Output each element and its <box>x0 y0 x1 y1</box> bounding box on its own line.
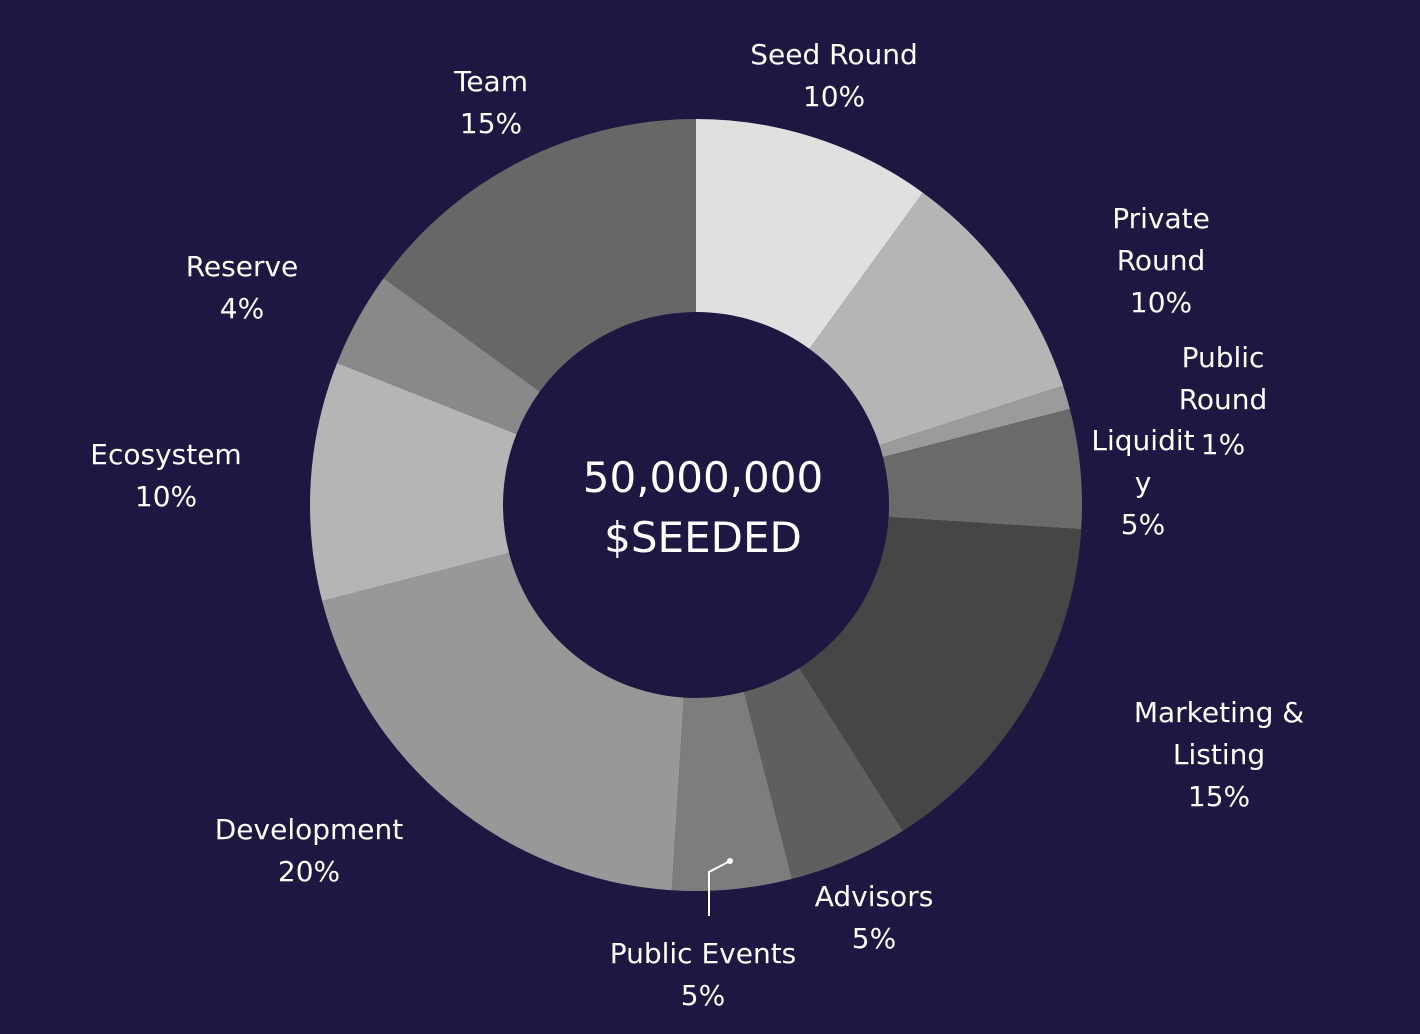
center-token: $SEEDED <box>604 513 802 562</box>
center-total: 50,000,000 <box>583 453 823 502</box>
slice-label-text: Team <box>453 65 528 98</box>
slice-label-text: y <box>1135 466 1152 499</box>
slice-label-text: Public Events <box>610 937 797 970</box>
slice-private-round <box>809 192 1064 446</box>
leader-line-public-events <box>708 860 731 916</box>
slice-development <box>322 552 684 891</box>
label-public-events: Public Events 5% <box>610 937 797 1012</box>
slice-label-text: Development <box>215 813 404 846</box>
slice-label-text: Seed Round <box>750 38 918 71</box>
slice-label-text: Round <box>1179 383 1268 416</box>
slice-ecosystem <box>309 362 517 601</box>
slice-value-label: 1% <box>1201 428 1245 461</box>
slice-value-label: 10% <box>1130 286 1192 319</box>
label-private-round: Private Round 10% <box>1112 202 1210 319</box>
slice-value-label: 5% <box>681 979 725 1012</box>
slice-value-label: 4% <box>220 292 264 325</box>
slice-label-text: Round <box>1117 244 1206 277</box>
slice-team <box>383 118 696 392</box>
label-marketing-listing: Marketing & Listing 15% <box>1134 696 1304 813</box>
slice-value-label: 15% <box>460 107 522 140</box>
label-ecosystem: Ecosystem 10% <box>90 438 241 513</box>
slice-liquidity <box>882 409 1082 530</box>
slice-public-round <box>879 385 1070 458</box>
label-team: Team 15% <box>453 65 528 140</box>
slice-marketing-listing <box>799 517 1082 831</box>
slice-label-text: Listing <box>1173 738 1265 771</box>
slice-value-label: 15% <box>1188 780 1250 813</box>
slice-label-text: Public <box>1182 341 1265 374</box>
slice-value-label: 5% <box>852 922 896 955</box>
slice-advisors <box>743 667 903 879</box>
slice-label-text: Marketing & <box>1134 696 1304 729</box>
slice-value-label: 10% <box>803 80 865 113</box>
slice-value-label: 5% <box>1121 508 1165 541</box>
slice-label-text: Private <box>1112 202 1210 235</box>
slice-value-label: 10% <box>135 480 197 513</box>
label-development: Development 20% <box>215 813 404 888</box>
label-advisors: Advisors 5% <box>815 880 934 955</box>
leader-dot-public-events <box>727 858 733 864</box>
slice-reserve <box>337 278 540 434</box>
slice-label-text: Liquidit <box>1091 424 1194 457</box>
label-seed-round: Seed Round 10% <box>750 38 918 113</box>
slice-label-text: Ecosystem <box>90 438 241 471</box>
slice-value-label: 20% <box>278 855 340 888</box>
label-liquidity: Liquidit y 5% <box>1091 424 1194 541</box>
slice-label-text: Advisors <box>815 880 934 913</box>
label-public-round: Public Round 1% <box>1179 341 1268 461</box>
label-reserve: Reserve 4% <box>186 250 299 325</box>
slice-public-events <box>671 691 792 891</box>
slice-label-text: Reserve <box>186 250 299 283</box>
slice-seed-round <box>696 119 923 349</box>
